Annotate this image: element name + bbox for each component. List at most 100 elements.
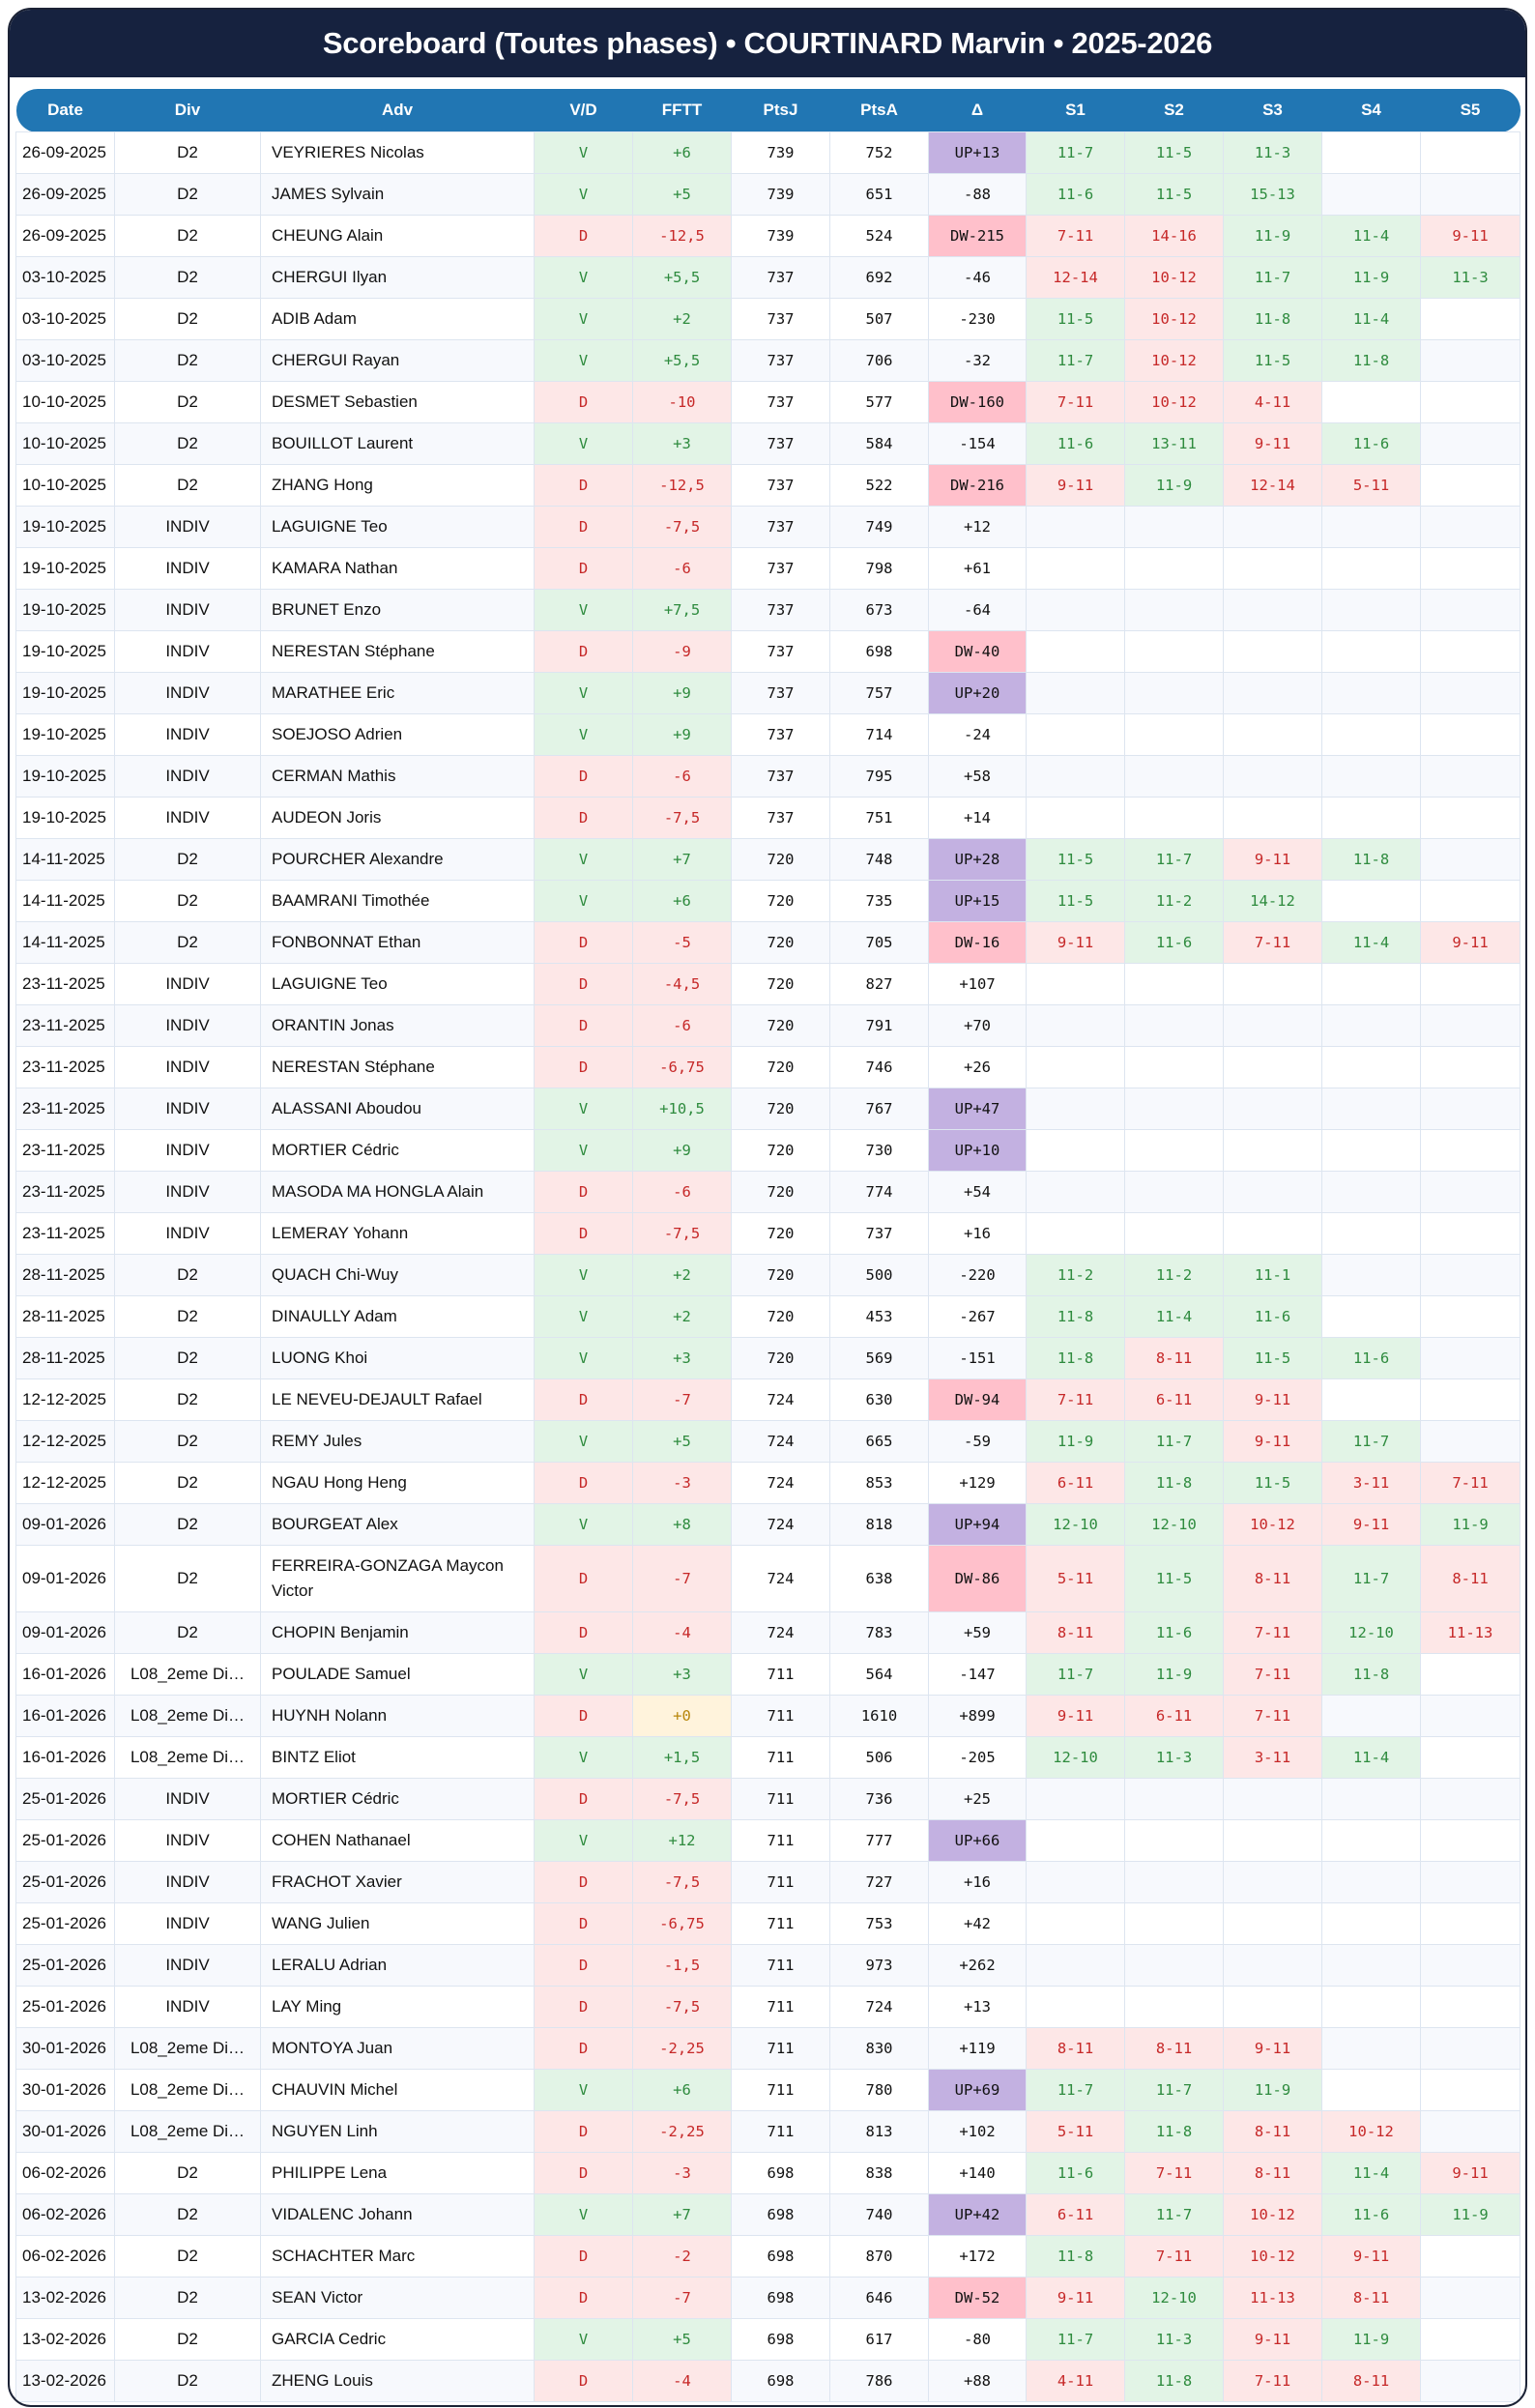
s4-cell: 3-11 (1321, 1462, 1421, 1504)
ptsj-cell: 737 (731, 298, 830, 340)
table-row[interactable]: 23-11-2025 INDIV NERESTAN Stéphane D -6,75 72… (15, 1046, 1521, 1088)
table-row[interactable]: 16-01-2026 L08_2eme Di… POULADE Samuel V +3 7… (15, 1653, 1521, 1696)
s5-cell (1420, 589, 1521, 631)
scoreboard-table: Date Div Adv V/D FFTT PtsJ PtsA Δ S1 S2 S3 S4 S5 26-… (15, 89, 1521, 2402)
column-header-s3[interactable]: S3 (1223, 89, 1322, 132)
fftt-cell: -7,5 (632, 1778, 732, 1820)
table-row[interactable]: 09-01-2026 D2 CHOPIN Benjamin D -4 724 783 +59 8… (15, 1611, 1521, 1654)
table-row[interactable]: 06-02-2026 D2 SCHACHTER Marc D -2 698 870 +172 1… (15, 2235, 1521, 2277)
vd-cell: V (534, 298, 633, 340)
table-row[interactable]: 06-02-2026 D2 VIDALENC Johann V +7 698 740 UP+4… (15, 2193, 1521, 2236)
table-row[interactable]: 25-01-2026 INDIV LAY Ming D -7,5 711 724 +13 (15, 1986, 1521, 2028)
adv-cell: CHEUNG Alain (260, 215, 535, 257)
table-row[interactable]: 23-11-2025 INDIV ALASSANI Aboudou V +10,5 720… (15, 1088, 1521, 1130)
table-row[interactable]: 19-10-2025 INDIV MARATHEE Eric V +9 737 757 UP+… (15, 672, 1521, 714)
table-row[interactable]: 23-11-2025 INDIV LAGUIGNE Teo D -4,5 720 827 +1… (15, 963, 1521, 1005)
s5-cell (1420, 797, 1521, 839)
column-header-s2[interactable]: S2 (1124, 89, 1224, 132)
ptsa-cell: 783 (829, 1611, 929, 1654)
s1-cell (1026, 1944, 1125, 1987)
fftt-cell: +7 (632, 2193, 732, 2236)
table-row[interactable]: 19-10-2025 INDIV SOEJOSO Adrien V +9 737 714 -2… (15, 713, 1521, 756)
table-row[interactable]: 06-02-2026 D2 PHILIPPE Lena D -3 698 838 +140 11… (15, 2152, 1521, 2194)
table-row[interactable]: 03-10-2025 D2 CHERGUI Ilyan V +5,5 737 692 -46 1… (15, 256, 1521, 299)
delta-cell: +26 (928, 1046, 1027, 1088)
column-header-adv[interactable]: Adv (260, 89, 535, 132)
table-row[interactable]: 16-01-2026 L08_2eme Di… HUYNH Nolann D +0 711… (15, 1695, 1521, 1737)
delta-cell: +58 (928, 755, 1027, 798)
adv-cell: FRACHOT Xavier (260, 1861, 535, 1903)
div-cell: L08_2eme Di… (114, 1653, 261, 1696)
table-row[interactable]: 30-01-2026 L08_2eme Di… MONTOYA Juan D -2,25… (15, 2027, 1521, 2070)
table-row[interactable]: 10-10-2025 D2 DESMET Sebastien D -10 737 577 DW… (15, 381, 1521, 423)
s5-cell: 9-11 (1420, 215, 1521, 257)
s2-cell: 11-3 (1124, 1736, 1224, 1779)
table-row[interactable]: 14-11-2025 D2 BAAMRANI Timothée V +6 720 735 UP… (15, 880, 1521, 922)
table-row[interactable]: 12-12-2025 D2 REMY Jules V +5 724 665 -59 11-9 11… (15, 1420, 1521, 1463)
vd-cell: D (534, 1902, 633, 1945)
table-row[interactable]: 23-11-2025 INDIV MORTIER Cédric V +9 720 730 UP… (15, 1129, 1521, 1172)
table-row[interactable]: 09-01-2026 D2 FERREIRA-GONZAGA Maycon Vict… (15, 1545, 1521, 1612)
table-row[interactable]: 25-01-2026 INDIV COHEN Nathanael V +12 711 777… (15, 1819, 1521, 1862)
table-row[interactable]: 26-09-2025 D2 CHEUNG Alain D -12,5 739 524 DW-2… (15, 215, 1521, 257)
table-row[interactable]: 10-10-2025 D2 BOUILLOT Laurent V +3 737 584 -15… (15, 422, 1521, 465)
table-row[interactable]: 26-09-2025 D2 JAMES Sylvain V +5 739 651 -88 11-… (15, 173, 1521, 216)
adv-cell: HUYNH Nolann (260, 1695, 535, 1737)
ptsj-cell: 711 (731, 1902, 830, 1945)
table-row[interactable]: 25-01-2026 INDIV WANG Julien D -6,75 711 753 +4… (15, 1902, 1521, 1945)
date-cell: 23-11-2025 (15, 1088, 115, 1130)
column-header-s5[interactable]: S5 (1420, 89, 1521, 132)
vd-cell: V (534, 1254, 633, 1296)
column-header-s1[interactable]: S1 (1026, 89, 1125, 132)
div-cell: INDIV (114, 1212, 261, 1255)
table-row[interactable]: 23-11-2025 INDIV LEMERAY Yohann D -7,5 720 737… (15, 1212, 1521, 1255)
table-row[interactable]: 26-09-2025 D2 VEYRIERES Nicolas V +6 739 752 UP… (15, 131, 1521, 174)
table-row[interactable]: 13-02-2026 D2 SEAN Victor D -7 698 646 DW-52 9-1… (15, 2277, 1521, 2319)
table-row[interactable]: 28-11-2025 D2 QUACH Chi-Wuy V +2 720 500 -220 11… (15, 1254, 1521, 1296)
table-row[interactable]: 13-02-2026 D2 ZHENG Louis D -4 698 786 +88 4-11 1… (15, 2360, 1521, 2402)
s4-cell (1321, 1861, 1421, 1903)
table-row[interactable]: 19-10-2025 INDIV NERESTAN Stéphane D -9 737 69… (15, 630, 1521, 673)
column-header-date[interactable]: Date (15, 89, 115, 132)
table-row[interactable]: 12-12-2025 D2 LE NEVEU-DEJAULT Rafael D -7 72… (15, 1378, 1521, 1421)
table-row[interactable]: 14-11-2025 D2 FONBONNAT Ethan D -5 720 705 DW-1… (15, 921, 1521, 964)
table-row[interactable]: 03-10-2025 D2 CHERGUI Rayan V +5,5 737 706 -32 1… (15, 339, 1521, 382)
column-header-ptsj[interactable]: PtsJ (731, 89, 830, 132)
column-header-ptsa[interactable]: PtsA (829, 89, 929, 132)
table-row[interactable]: 19-10-2025 INDIV LAGUIGNE Teo D -7,5 737 749 +1… (15, 506, 1521, 548)
table-row[interactable]: 19-10-2025 INDIV CERMAN Mathis D -6 737 795 +58 (15, 755, 1521, 798)
column-header-delta[interactable]: Δ (928, 89, 1027, 132)
table-row[interactable]: 28-11-2025 D2 LUONG Khoi V +3 720 569 -151 11-8 8… (15, 1337, 1521, 1379)
table-row[interactable]: 13-02-2026 D2 GARCIA Cedric V +5 698 617 -80 11-… (15, 2318, 1521, 2361)
table-row[interactable]: 12-12-2025 D2 NGAU Hong Heng D -3 724 853 +129 6… (15, 1462, 1521, 1504)
column-header-s4[interactable]: S4 (1321, 89, 1421, 132)
table-row[interactable]: 28-11-2025 D2 DINAULLY Adam V +2 720 453 -267 11… (15, 1295, 1521, 1338)
table-row[interactable]: 23-11-2025 INDIV MASODA MA HONGLA Alain D -6… (15, 1171, 1521, 1213)
column-header-div[interactable]: Div (114, 89, 261, 132)
fftt-cell: -7,5 (632, 1986, 732, 2028)
table-row[interactable]: 19-10-2025 INDIV KAMARA Nathan D -6 737 798 +61 (15, 547, 1521, 590)
table-row[interactable]: 03-10-2025 D2 ADIB Adam V +2 737 507 -230 11-5 10… (15, 298, 1521, 340)
table-row[interactable]: 19-10-2025 INDIV AUDEON Joris D -7,5 737 751 +1… (15, 797, 1521, 839)
s3-cell: 11-5 (1223, 339, 1322, 382)
vd-cell: D (534, 1986, 633, 2028)
table-row[interactable]: 30-01-2026 L08_2eme Di… NGUYEN Linh D -2,25 7… (15, 2110, 1521, 2153)
table-row[interactable]: 23-11-2025 INDIV ORANTIN Jonas D -6 720 791 +70 (15, 1004, 1521, 1047)
column-header-fftt[interactable]: FFTT (632, 89, 732, 132)
table-row[interactable]: 16-01-2026 L08_2eme Di… BINTZ Eliot V +1,5 71… (15, 1736, 1521, 1779)
s5-cell (1420, 173, 1521, 216)
table-row[interactable]: 30-01-2026 L08_2eme Di… CHAUVIN Michel V +6 7… (15, 2069, 1521, 2111)
table-row[interactable]: 10-10-2025 D2 ZHANG Hong D -12,5 737 522 DW-216… (15, 464, 1521, 507)
table-row[interactable]: 14-11-2025 D2 POURCHER Alexandre V +7 720 748 U… (15, 838, 1521, 881)
table-row[interactable]: 25-01-2026 INDIV FRACHOT Xavier D -7,5 711 727… (15, 1861, 1521, 1903)
adv-cell: REMY Jules (260, 1420, 535, 1463)
div-cell: D2 (114, 1420, 261, 1463)
table-row[interactable]: 19-10-2025 INDIV BRUNET Enzo V +7,5 737 673 -64 (15, 589, 1521, 631)
table-row[interactable]: 25-01-2026 INDIV MORTIER Cédric D -7,5 711 736… (15, 1778, 1521, 1820)
date-cell: 19-10-2025 (15, 630, 115, 673)
column-header-vd[interactable]: V/D (534, 89, 633, 132)
ptsa-cell: 665 (829, 1420, 929, 1463)
table-row[interactable]: 25-01-2026 INDIV LERALU Adrian D -1,5 711 973 +… (15, 1944, 1521, 1987)
table-row[interactable]: 09-01-2026 D2 BOURGEAT Alex V +8 724 818 UP+94 1… (15, 1503, 1521, 1546)
s2-cell (1124, 630, 1224, 673)
